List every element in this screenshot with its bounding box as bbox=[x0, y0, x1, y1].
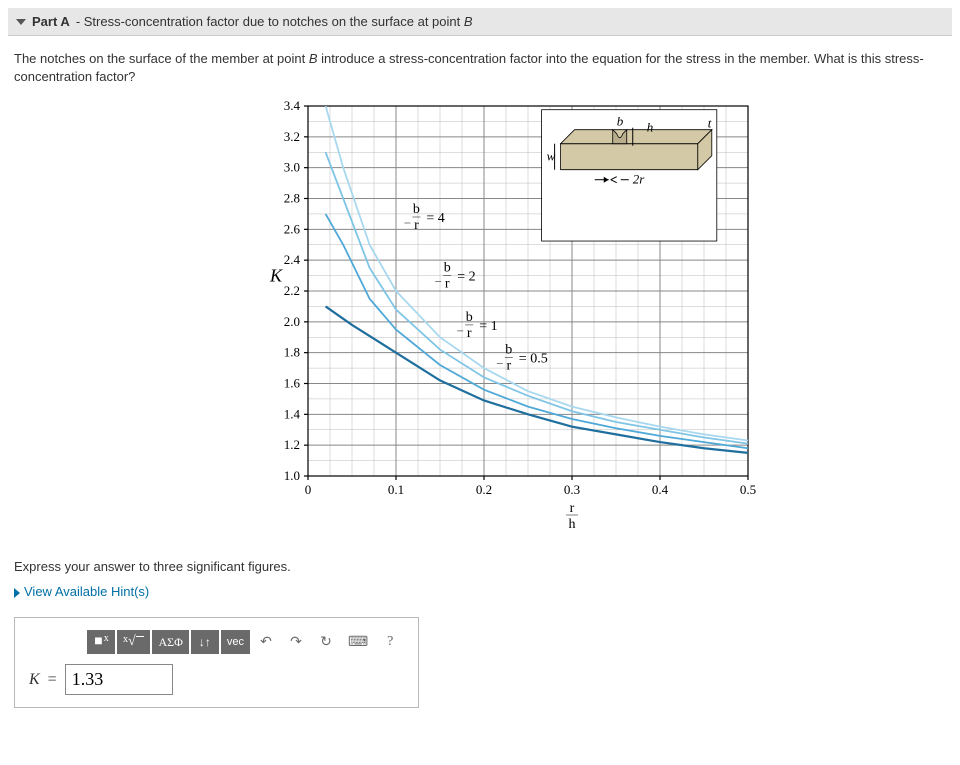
svg-text:K: K bbox=[269, 266, 283, 286]
greek-button[interactable]: ΑΣΦ bbox=[152, 630, 188, 654]
part-subtitle-point: B bbox=[464, 14, 473, 29]
updown-button[interactable]: ↓↑ bbox=[191, 630, 219, 654]
chart-container: 1.0 1.2 1.4 1.6 1.8 2.0 2.2 2.4 2.6 2.8 3.0 3.2 3.4 0… bbox=[258, 96, 952, 539]
svg-text:h: h bbox=[647, 120, 654, 135]
svg-text:= 1: = 1 bbox=[479, 319, 497, 334]
svg-text:= 4: = 4 bbox=[426, 211, 444, 226]
svg-text:2.8: 2.8 bbox=[284, 191, 300, 206]
svg-text:1.2: 1.2 bbox=[284, 438, 300, 453]
svg-text:b: b bbox=[617, 114, 624, 129]
svg-text:1.4: 1.4 bbox=[284, 407, 301, 422]
answer-variable: K bbox=[29, 671, 40, 689]
svg-text:1.8: 1.8 bbox=[284, 345, 300, 360]
view-hints-link[interactable]: View Available Hint(s) bbox=[14, 584, 952, 599]
svg-text:= 0.5: = 0.5 bbox=[519, 352, 548, 367]
svg-text:b: b bbox=[505, 343, 512, 358]
svg-text:r: r bbox=[467, 326, 472, 341]
svg-text:t: t bbox=[708, 116, 712, 131]
svg-text:0.3: 0.3 bbox=[564, 482, 580, 497]
part-subtitle: - Stress-concentration factor due to not… bbox=[76, 14, 473, 29]
instruction-text: Express your answer to three significant… bbox=[14, 559, 952, 574]
svg-text:2.4: 2.4 bbox=[284, 253, 301, 268]
stress-concentration-chart: 1.0 1.2 1.4 1.6 1.8 2.0 2.2 2.4 2.6 2.8 3.0 3.2 3.4 0… bbox=[258, 96, 768, 536]
svg-text:1.6: 1.6 bbox=[284, 376, 301, 391]
part-header: Part A - Stress-concentration factor due… bbox=[8, 8, 952, 36]
answer-box: ■x x√ ΑΣΦ ↓↑ vec ↶ ↷ ↻ ⌨ ? K = bbox=[14, 617, 419, 708]
svg-text:b: b bbox=[413, 202, 420, 217]
svg-text:r: r bbox=[506, 359, 511, 374]
svg-text:2.6: 2.6 bbox=[284, 222, 301, 237]
svg-text:3.4: 3.4 bbox=[284, 98, 301, 113]
svg-text:3.2: 3.2 bbox=[284, 129, 300, 144]
keyboard-button[interactable]: ⌨ bbox=[342, 630, 374, 654]
question-prompt: The notches on the surface of the member… bbox=[14, 50, 946, 86]
svg-text:2.0: 2.0 bbox=[284, 314, 300, 329]
reset-button[interactable]: ↻ bbox=[312, 630, 340, 654]
template-icon: ■ bbox=[94, 634, 102, 650]
svg-text:0.5: 0.5 bbox=[740, 482, 756, 497]
svg-text:r: r bbox=[570, 501, 575, 516]
part-label: Part A bbox=[32, 14, 70, 29]
answer-row: K = bbox=[29, 664, 404, 695]
svg-text:r: r bbox=[445, 277, 450, 292]
vec-button[interactable]: vec bbox=[221, 630, 250, 654]
root-button[interactable]: x√ bbox=[117, 630, 150, 654]
svg-text:0.1: 0.1 bbox=[388, 482, 404, 497]
undo-button[interactable]: ↶ bbox=[252, 630, 280, 654]
redo-button[interactable]: ↷ bbox=[282, 630, 310, 654]
svg-text:0: 0 bbox=[305, 482, 312, 497]
equation-toolbar: ■x x√ ΑΣΦ ↓↑ vec ↶ ↷ ↻ ⌨ ? bbox=[87, 630, 404, 654]
svg-text:b: b bbox=[466, 310, 473, 325]
collapse-caret-icon[interactable] bbox=[16, 19, 26, 25]
svg-text:1.0: 1.0 bbox=[284, 468, 300, 483]
svg-text:2r: 2r bbox=[633, 172, 646, 187]
svg-text:2.2: 2.2 bbox=[284, 283, 300, 298]
svg-text:3.0: 3.0 bbox=[284, 160, 300, 175]
hints-label: View Available Hint(s) bbox=[24, 584, 149, 599]
svg-text:= 2: = 2 bbox=[457, 270, 475, 285]
caret-right-icon bbox=[14, 588, 20, 598]
svg-text:r: r bbox=[414, 218, 419, 233]
svg-text:b: b bbox=[444, 261, 451, 276]
svg-text:0.4: 0.4 bbox=[652, 482, 669, 497]
answer-input[interactable] bbox=[65, 664, 173, 695]
answer-equals: = bbox=[48, 671, 57, 689]
svg-text:w: w bbox=[547, 149, 556, 164]
svg-text:0.2: 0.2 bbox=[476, 482, 492, 497]
part-subtitle-text: - Stress-concentration factor due to not… bbox=[76, 14, 464, 29]
template-button[interactable]: ■x bbox=[87, 630, 115, 654]
svg-text:h: h bbox=[569, 517, 576, 532]
help-button[interactable]: ? bbox=[376, 630, 404, 654]
